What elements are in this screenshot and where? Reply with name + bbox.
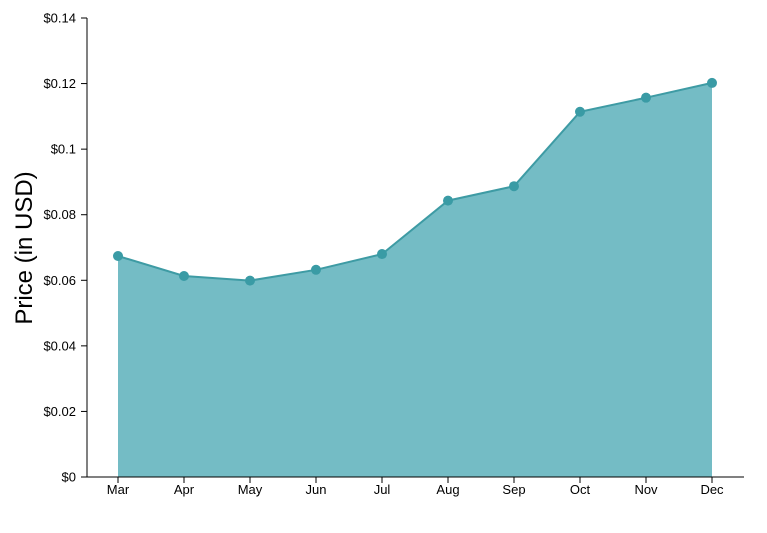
y-tick-label: $0	[62, 470, 76, 485]
x-tick-label: Nov	[634, 482, 658, 497]
y-tick-label: $0.08	[43, 207, 76, 222]
y-axis-ticks: $0 $0.02 $0.04 $0.06 $0.08 $0.1 $0.12 $0.14	[43, 11, 87, 485]
x-tick-label: Mar	[107, 482, 130, 497]
data-point-oct	[575, 106, 585, 117]
y-axis: $0 $0.02 $0.04 $0.06 $0.08 $0.1 $0.12 $0.14	[43, 11, 88, 485]
data-point-jul	[377, 249, 387, 260]
price-area-fill	[118, 82, 712, 478]
x-tick-label: Aug	[436, 482, 459, 497]
x-tick-label: Jun	[306, 482, 327, 497]
y-axis-title: Price (in USD)	[11, 171, 38, 324]
data-point-nov	[641, 92, 651, 103]
x-tick-label: Oct	[570, 482, 591, 497]
x-tick-label: Apr	[174, 482, 195, 497]
plot-area	[113, 77, 717, 478]
data-point-apr	[179, 271, 189, 282]
y-tick-label: $0.04	[43, 338, 76, 353]
data-point-aug	[443, 195, 453, 206]
x-tick-label: May	[238, 482, 263, 497]
data-point-mar	[113, 251, 123, 262]
data-point-dec	[707, 77, 717, 88]
x-axis-ticks: Mar Apr May Jun Jul Aug Sep Oct Nov Dec	[107, 477, 724, 497]
y-tick-label: $0.14	[43, 11, 76, 26]
y-tick-label: $0.1	[51, 142, 76, 157]
price-markers	[113, 77, 717, 286]
data-point-sep	[509, 181, 519, 192]
price-line	[117, 81, 713, 282]
data-point-may	[245, 275, 255, 286]
data-point-jun	[311, 264, 321, 275]
x-tick-label: Jul	[374, 482, 391, 497]
x-axis: Mar Apr May Jun Jul Aug Sep Oct Nov Dec	[87, 476, 744, 497]
y-tick-label: $0.02	[43, 404, 76, 419]
y-tick-label: $0.06	[43, 273, 76, 288]
y-tick-label: $0.12	[43, 76, 76, 91]
x-tick-label: Dec	[700, 482, 724, 497]
x-tick-label: Sep	[502, 482, 525, 497]
